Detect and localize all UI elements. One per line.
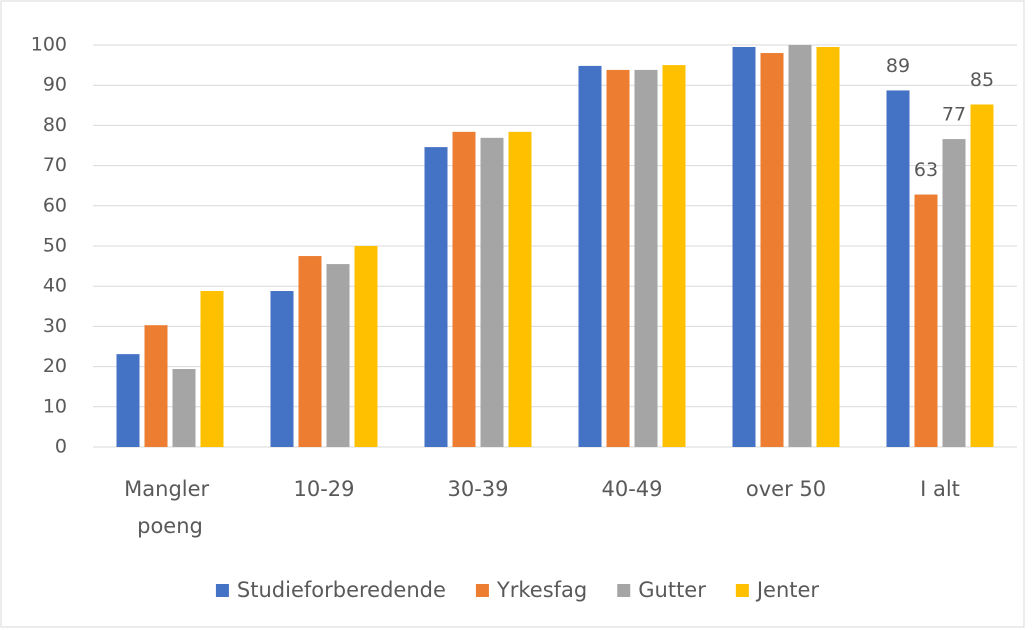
bar <box>760 53 784 447</box>
legend-label: Studieforberedende <box>237 578 446 602</box>
bar <box>732 47 756 447</box>
y-tick-label: 40 <box>43 275 67 297</box>
bar <box>354 246 378 447</box>
x-tick-label: 10-29 <box>293 477 354 501</box>
y-tick-label: 90 <box>43 74 67 96</box>
legend-swatch <box>475 584 489 597</box>
legend-label: Gutter <box>638 578 706 602</box>
legend-label: Jenter <box>755 578 820 602</box>
data-label: 77 <box>942 104 966 126</box>
bar <box>172 369 196 447</box>
y-tick-label: 50 <box>43 235 67 257</box>
bar <box>326 264 350 447</box>
legend-label: Yrkesfag <box>496 578 587 602</box>
data-label: 85 <box>970 69 994 91</box>
y-tick-label: 60 <box>43 194 67 216</box>
data-label: 89 <box>886 55 910 77</box>
legend-swatch <box>617 584 631 597</box>
bar <box>634 69 658 447</box>
bar <box>816 47 840 447</box>
bar <box>200 291 224 447</box>
bar <box>116 354 140 447</box>
bar <box>578 65 602 448</box>
bar <box>424 147 448 447</box>
legend-swatch <box>735 584 749 597</box>
bar <box>606 69 630 447</box>
x-tick-label: 40-49 <box>601 477 662 501</box>
x-tick-label: Mangler poeng <box>124 477 216 538</box>
legend-swatch <box>215 584 229 597</box>
y-tick-label: 0 <box>55 436 67 458</box>
bar <box>788 45 812 447</box>
y-tick-label: 70 <box>43 154 67 176</box>
x-tick-label: 30-39 <box>447 477 508 501</box>
y-tick-label: 80 <box>43 114 67 136</box>
y-tick-label: 20 <box>43 355 67 377</box>
data-label: 63 <box>914 159 938 181</box>
bar <box>508 131 532 447</box>
bar <box>298 256 322 447</box>
bar <box>914 194 938 447</box>
y-tick-label: 10 <box>43 395 67 417</box>
bar <box>662 65 686 447</box>
y-tick-label: 100 <box>31 34 67 56</box>
y-tick-label: 30 <box>43 315 67 337</box>
bar <box>942 139 966 447</box>
bar <box>452 131 476 447</box>
x-tick-label: over 50 <box>746 477 826 501</box>
x-tick-label: I alt <box>920 477 960 501</box>
bar <box>270 291 294 447</box>
bar <box>144 325 168 447</box>
bar <box>480 137 504 447</box>
bar <box>886 90 910 448</box>
bar <box>970 104 994 447</box>
